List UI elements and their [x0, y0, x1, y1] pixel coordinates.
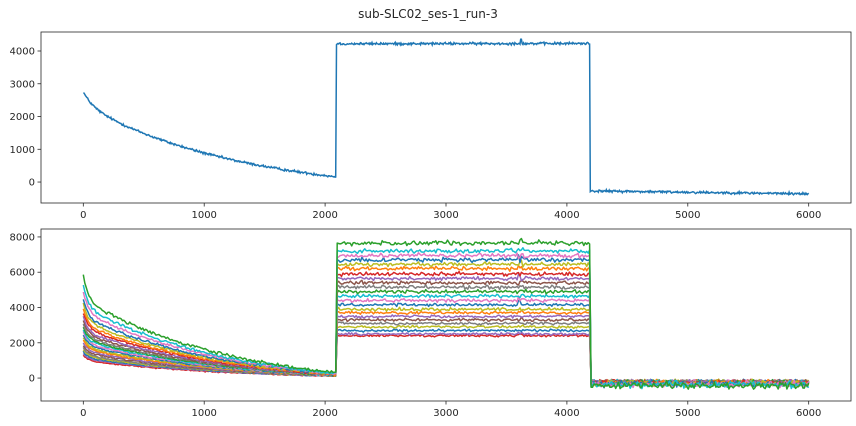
- series-line: [82, 293, 810, 386]
- x-tick-label: 0: [80, 210, 86, 221]
- x-tick-label: 4000: [554, 408, 579, 419]
- y-tick-label: 2000: [10, 338, 35, 349]
- y-tick-label: 4000: [10, 47, 35, 58]
- x-tick-label: 1000: [191, 408, 216, 419]
- x-tick-label: 0: [80, 408, 86, 419]
- series-line: [82, 247, 810, 390]
- x-tick-label: 4000: [554, 210, 579, 221]
- x-tick-label: 2000: [312, 408, 337, 419]
- series-line: [82, 237, 810, 390]
- x-tick-label: 2000: [312, 210, 337, 221]
- series-line: [82, 309, 810, 386]
- series-line: [83, 38, 810, 196]
- x-tick-label: 3000: [433, 210, 458, 221]
- axes-frame: [40, 228, 852, 402]
- x-tick-label: 6000: [796, 210, 821, 221]
- x-tick-label: 5000: [675, 408, 700, 419]
- y-tick-label: 2000: [10, 112, 35, 123]
- x-tick-label: 6000: [796, 408, 821, 419]
- axes-frame: [40, 31, 852, 204]
- x-tick-label: 3000: [433, 408, 458, 419]
- y-tick-label: 6000: [10, 268, 35, 279]
- bottom-axes: 0 1000 2000 3000 4000 5000 6000 0 2000 4000 6000 80…: [10, 228, 852, 419]
- y-tick-label: 4000: [10, 303, 35, 314]
- top-axes: 0 1000 2000 3000 4000 5000 6000 0 1000 2000 3000 40…: [10, 31, 852, 221]
- y-tick-label: 0: [29, 178, 35, 189]
- x-tick-label: 5000: [675, 210, 700, 221]
- figure-title: sub-SLC02_ses-1_run-3: [358, 7, 498, 21]
- y-tick-label: 8000: [10, 232, 35, 243]
- x-tick-label: 1000: [191, 210, 216, 221]
- y-tick-label: 0: [29, 374, 35, 385]
- y-tick-label: 1000: [10, 145, 35, 156]
- y-tick-label: 3000: [10, 79, 35, 90]
